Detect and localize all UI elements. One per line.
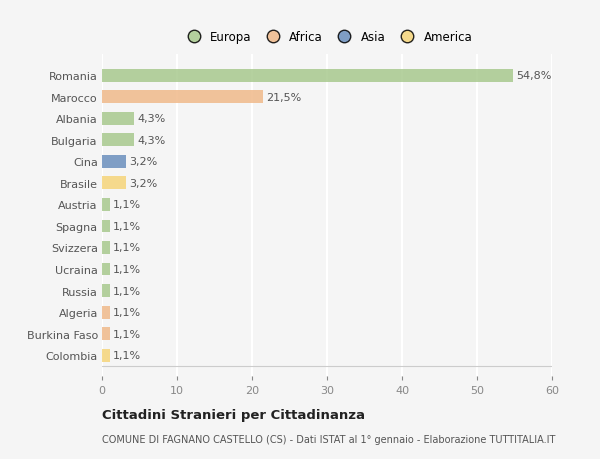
Text: 3,2%: 3,2%	[129, 157, 157, 167]
Bar	[102, 112, 134, 125]
Bar	[102, 70, 513, 83]
Bar	[102, 306, 110, 319]
Text: 4,3%: 4,3%	[137, 135, 166, 146]
Text: 1,1%: 1,1%	[113, 200, 142, 210]
Text: 1,1%: 1,1%	[113, 243, 142, 253]
Text: 1,1%: 1,1%	[113, 264, 142, 274]
Legend: Europa, Africa, Asia, America: Europa, Africa, Asia, America	[179, 29, 475, 46]
Bar	[102, 349, 110, 362]
Bar	[102, 263, 110, 276]
Bar	[102, 91, 263, 104]
Text: 1,1%: 1,1%	[113, 350, 142, 360]
Bar	[102, 199, 110, 212]
Bar	[102, 177, 126, 190]
Text: 1,1%: 1,1%	[113, 329, 142, 339]
Text: 4,3%: 4,3%	[137, 114, 166, 124]
Text: 1,1%: 1,1%	[113, 222, 142, 231]
Text: Cittadini Stranieri per Cittadinanza: Cittadini Stranieri per Cittadinanza	[102, 409, 365, 421]
Text: 1,1%: 1,1%	[113, 286, 142, 296]
Bar	[102, 134, 134, 147]
Text: 3,2%: 3,2%	[129, 179, 157, 189]
Bar	[102, 285, 110, 297]
Bar	[102, 241, 110, 254]
Text: 1,1%: 1,1%	[113, 308, 142, 317]
Text: COMUNE DI FAGNANO CASTELLO (CS) - Dati ISTAT al 1° gennaio - Elaborazione TUTTIT: COMUNE DI FAGNANO CASTELLO (CS) - Dati I…	[102, 434, 556, 444]
Bar	[102, 327, 110, 340]
Bar	[102, 220, 110, 233]
Text: 54,8%: 54,8%	[516, 71, 551, 81]
Bar	[102, 156, 126, 168]
Text: 21,5%: 21,5%	[266, 93, 302, 103]
